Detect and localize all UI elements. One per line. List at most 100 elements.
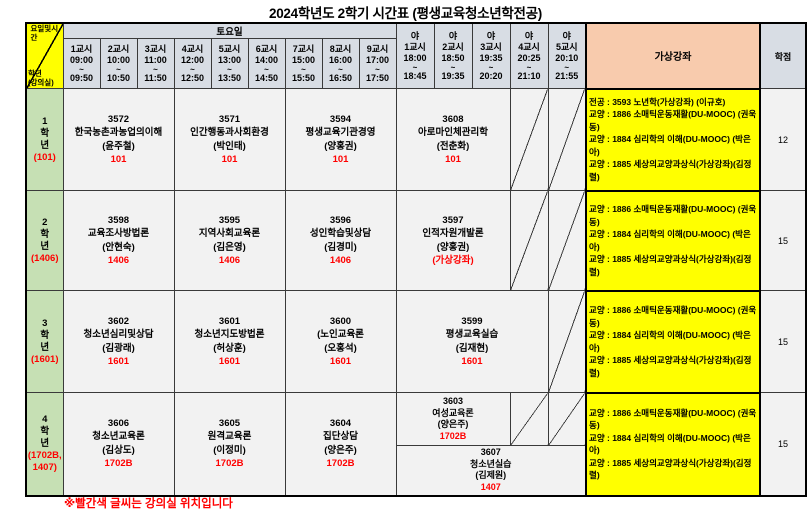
grade-line: 학 bbox=[40, 329, 50, 341]
tilde: ~ bbox=[79, 64, 84, 74]
corner-grade-line1: 학년 bbox=[28, 69, 42, 78]
period-end: 20:20 bbox=[479, 70, 503, 81]
period-end: 09:50 bbox=[69, 72, 94, 83]
corner-cell: 요일및시간 학년 (강의실) bbox=[25, 22, 64, 89]
course-room: 1601 bbox=[329, 356, 352, 367]
course-cell: 3571 인간행동과사회환경 (박인태) 101 bbox=[173, 88, 286, 191]
course-prof: (안현숙) bbox=[102, 241, 135, 253]
course-prof: (이정미) bbox=[213, 444, 246, 456]
virtual-course-line: 교양 : 1886 소매틱운동재활(DU-MOOC) (권욱동) bbox=[589, 204, 757, 227]
course-name: 원격교육론 bbox=[207, 431, 252, 443]
corner-days-label: 요일및시간 bbox=[30, 24, 59, 42]
empty-cell-diagonal bbox=[547, 88, 587, 191]
period-end: 21:55 bbox=[555, 70, 579, 81]
period-label: 3교시 bbox=[480, 41, 502, 52]
period-header-7: 7교시 15:00 ~ 15:50 bbox=[284, 38, 323, 89]
night-period-header-4: 야 4교시 20:25 ~ 21:10 bbox=[509, 22, 549, 89]
course-prof: (김광래) bbox=[102, 342, 135, 354]
credits-cell: 15 bbox=[759, 392, 807, 496]
course-cell: 3605 원격교육론 (이정미) 1702B bbox=[173, 392, 286, 496]
period-start: 20:25 bbox=[517, 52, 541, 63]
period-label: 9교시 bbox=[366, 43, 389, 54]
course-prof: (김경미) bbox=[324, 241, 357, 253]
period-start: 16:00 bbox=[328, 54, 353, 65]
course-prof: (김상도) bbox=[102, 444, 135, 456]
page-title: 2024학년도 2학기 시간표 (평생교육청소년학전공) bbox=[269, 6, 542, 21]
period-start: 12:00 bbox=[180, 54, 205, 65]
virtual-course-header: 가상강좌 bbox=[585, 22, 761, 90]
grade-line: 학 bbox=[40, 425, 50, 437]
course-room: 1702B bbox=[215, 458, 244, 470]
course-name: 인적자원개발론 bbox=[422, 228, 484, 239]
course-room: 101 bbox=[332, 154, 349, 165]
grade-cell-year1: 1 학 년 (101) bbox=[25, 88, 64, 191]
timetable: 요일및시간 학년 (강의실) 토요일 야 1교시 18:00 ~ 18:45 야… bbox=[25, 22, 807, 497]
night-period-header-3: 야 3교시 19:35 ~ 20:20 bbox=[471, 22, 511, 89]
period-label: 2교시 bbox=[442, 41, 464, 52]
period-start: 13:00 bbox=[217, 54, 242, 65]
night-prefix: 야 bbox=[410, 30, 420, 41]
period-end: 14:50 bbox=[254, 72, 279, 83]
course-code: 3605 bbox=[218, 417, 241, 429]
virtual-course-line: 교양 : 1884 심리학의 이해(DU-MOOC) (박은아) bbox=[589, 432, 751, 456]
period-label: 4교시 bbox=[518, 41, 540, 52]
grade-line: 3 bbox=[42, 317, 48, 329]
period-end: 11:50 bbox=[144, 72, 167, 83]
virtual-course-line: 교양 : 1885 세상의교양과상식(가상강좌)(김정렬) bbox=[589, 159, 752, 182]
course-prof: (허상훈) bbox=[213, 342, 246, 354]
course-code: 3602 bbox=[107, 315, 130, 327]
course-room: 1407 bbox=[480, 481, 501, 492]
course-room: 1702B bbox=[326, 458, 355, 470]
period-end: 18:45 bbox=[403, 70, 427, 81]
period-end: 13:50 bbox=[217, 72, 242, 83]
period-label: 3교시 bbox=[144, 43, 167, 54]
grade-cell-year3: 3 학 년 (1601) bbox=[25, 290, 64, 393]
course-cell: 3604 집단상담 (양은주) 1702B bbox=[284, 392, 397, 496]
period-header-3: 3교시 11:00 ~ 11:50 bbox=[136, 38, 175, 89]
virtual-course-line: 교양 : 1885 세상의교양과상식(가상강좌)(김정렬) bbox=[589, 355, 752, 378]
course-prof: (양은주) bbox=[324, 444, 357, 456]
tilde: ~ bbox=[153, 64, 158, 74]
virtual-courses-cell: 교양 : 1886 소매틱운동재활(DU-MOOC) (권욱동) 교양 : 18… bbox=[585, 189, 761, 292]
period-start: 10:00 bbox=[106, 54, 131, 65]
course-name: 청소년실습 bbox=[470, 458, 512, 469]
grade-line: 4 bbox=[42, 413, 48, 425]
virtual-course-line: 교양 : 1884 심리학의 이해(DU-MOOC) (박은아) bbox=[589, 134, 751, 157]
night-period-header-2: 야 2교시 18:50 ~ 19:35 bbox=[433, 22, 473, 89]
course-prof: (김제원) bbox=[475, 470, 507, 481]
period-end: 12:50 bbox=[180, 72, 205, 83]
tilde: ~ bbox=[375, 64, 380, 74]
empty-cell-diagonal bbox=[547, 190, 587, 291]
course-name: 평생교육실습 bbox=[445, 329, 499, 340]
course-cell: 3595 지역사회교육론 (김은영) 1406 bbox=[173, 190, 286, 291]
course-name: 평생교육기관경영 bbox=[305, 127, 376, 138]
course-code: 3599 bbox=[461, 315, 483, 327]
course-cell: 3603 여성교육론 (양은주) 1702B bbox=[395, 392, 511, 446]
course-prof: (박인태) bbox=[213, 140, 246, 152]
course-prof: (전춘화) bbox=[436, 140, 470, 152]
period-end: 16:50 bbox=[328, 72, 353, 83]
tilde: ~ bbox=[526, 62, 532, 72]
period-label: 7교시 bbox=[292, 43, 315, 54]
grade-line: 년 bbox=[40, 437, 50, 449]
tilde: ~ bbox=[301, 64, 306, 74]
course-code: 3598 bbox=[107, 214, 130, 226]
course-prof: (양홍권) bbox=[324, 140, 357, 152]
course-prof: (김은영) bbox=[213, 241, 246, 253]
tilde: ~ bbox=[116, 64, 121, 74]
course-room: 1702B bbox=[439, 430, 467, 441]
virtual-course-line: 교양 : 1884 심리학의 이해(DU-MOOC) (박은아) bbox=[589, 330, 751, 353]
course-prof: (윤주철) bbox=[102, 140, 135, 152]
course-room: 1406 bbox=[107, 255, 130, 266]
course-name: 청소년지도방법론 bbox=[194, 329, 265, 340]
period-label: 6교시 bbox=[255, 43, 278, 54]
course-room: 101 bbox=[221, 154, 238, 165]
course-room: 101 bbox=[445, 154, 461, 165]
grade-line: 1 bbox=[42, 115, 48, 127]
period-header-8: 8교시 16:00 ~ 16:50 bbox=[321, 38, 360, 89]
grade-room: (1406) bbox=[31, 252, 59, 264]
course-cell: 3601 청소년지도방법론 (허상훈) 1601 bbox=[173, 290, 286, 393]
tilde: ~ bbox=[564, 62, 570, 72]
course-name: 아로마인체관리학 bbox=[418, 127, 488, 138]
period-end: 10:50 bbox=[106, 72, 131, 83]
